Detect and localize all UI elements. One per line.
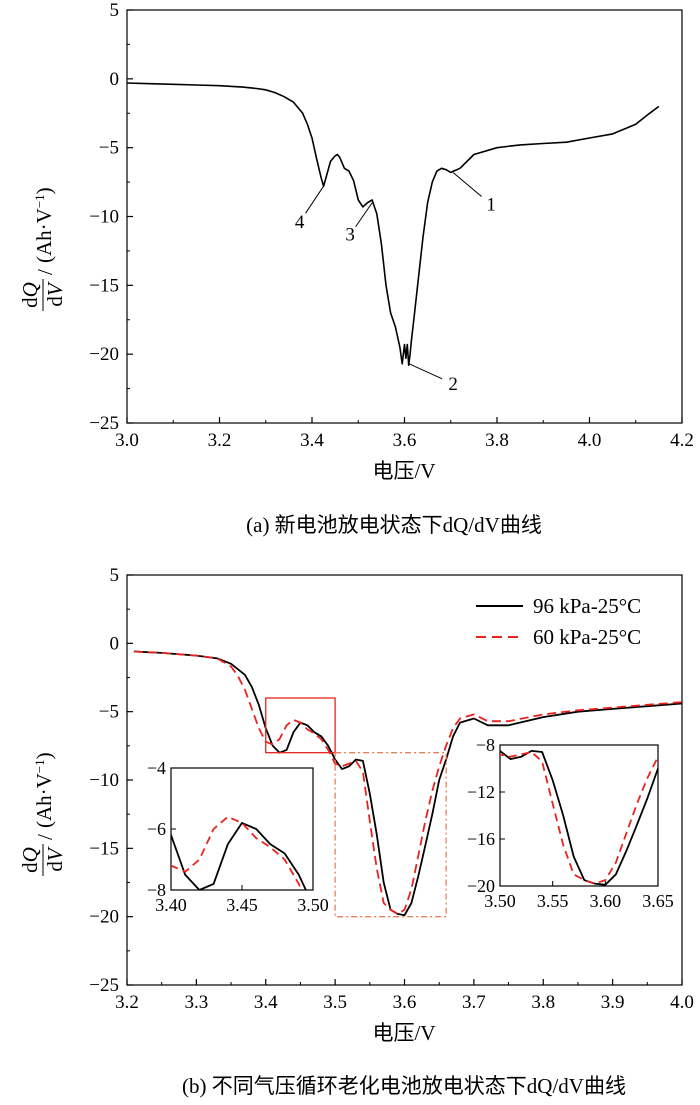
inset-right-lines xyxy=(500,749,658,886)
annotation-label-2: 2 xyxy=(448,374,458,395)
inset-right-frame xyxy=(499,744,659,887)
panel-b-xtick-label: 4.0 xyxy=(670,992,694,1013)
inset-left-content: 3.40 3.45 3.50 −4 −6 −8 xyxy=(147,758,329,915)
inset-right-series-line-96kpa xyxy=(500,749,658,886)
inset-right-series-line-60kpa xyxy=(500,751,658,885)
legend-label-96kpa: 96 kPa-25°C xyxy=(533,594,641,618)
panel-b-ytick-label: −25 xyxy=(89,975,119,996)
panel-a-ytick-label: −5 xyxy=(99,138,119,159)
panel-a-annotations: 1 2 3 4 xyxy=(295,172,496,395)
ylabel-dq: dQ xyxy=(18,282,42,308)
inset-left-lines xyxy=(171,815,307,890)
inset-left-series-line-60kpa xyxy=(171,815,303,890)
inset-right-xtick-label: 3.60 xyxy=(590,891,622,911)
annotation-leader-line xyxy=(355,202,373,228)
ylabel-dq: dQ xyxy=(18,847,42,873)
panel-b-xtick-label: 3.8 xyxy=(531,992,555,1013)
panel-a-series-line xyxy=(126,82,660,366)
panel-a-xtick-label: 4.0 xyxy=(578,430,602,451)
panel-a-xtick-label: 3.4 xyxy=(300,430,324,451)
panel-a-ticks xyxy=(126,9,683,424)
panel-a-tick-labels: 3.0 3.2 3.4 3.6 3.8 4.0 4.2 5 0 −5 −10 −15 −20 −25 xyxy=(89,0,694,451)
panel-b-xtick-label: 3.5 xyxy=(323,992,347,1013)
ylabel-dv: dV xyxy=(43,846,67,872)
panel-a-ytick-label: 5 xyxy=(110,0,120,21)
panel-b-ticks xyxy=(126,574,683,986)
inset-right-content: 3.50 3.55 3.60 3.65 −8 −12 −16 −20 xyxy=(467,735,674,911)
inset-left-xtick-label: 3.50 xyxy=(297,895,329,915)
annotation-label-4: 4 xyxy=(295,212,305,233)
panel-a-ylabel: dQ dV / (Ah·V−1) xyxy=(18,187,67,311)
panel-a-xtick-label: 3.6 xyxy=(393,430,417,451)
annotation-label-1: 1 xyxy=(486,194,496,215)
highlight-box-right xyxy=(334,752,447,918)
panel-a-ytick-label: 0 xyxy=(110,69,120,90)
inset-right-ytick-label: −20 xyxy=(467,876,495,896)
panel-b-xtick-label: 3.6 xyxy=(393,992,417,1013)
ylabel-slash: / xyxy=(33,834,57,840)
panel-a-xtick-label: 4.2 xyxy=(670,430,694,451)
panel-a-ytick-label: −25 xyxy=(89,413,119,434)
panel-b-xtick-label: 3.7 xyxy=(462,992,486,1013)
annotation-leader-line xyxy=(305,185,324,214)
ylabel-unit: (Ah·V−1) xyxy=(32,752,57,828)
panel-a-caption: (a) 新电池放电状态下dQ/dV曲线 xyxy=(246,513,542,537)
panel-b-tick-labels: 3.2 3.3 3.4 3.5 3.6 3.7 3.8 3.9 4.0 5 0 −5 −10 −15 −20… xyxy=(89,565,694,1013)
inset-right-xtick-label: 3.55 xyxy=(537,891,569,911)
panel-a-xtick-label: 3.2 xyxy=(208,430,232,451)
inset-left-series-line-96kpa xyxy=(171,822,307,890)
panel-a-xtick-label: 3.8 xyxy=(485,430,509,451)
annotation-label-3: 3 xyxy=(345,225,355,246)
inset-right-xtick-label: 3.65 xyxy=(642,891,674,911)
panel-b-ytick-label: −10 xyxy=(89,770,119,791)
inset-left: 3.40 3.45 3.50 −4 −6 −8 xyxy=(147,758,329,915)
panel-b-xtick-label: 3.9 xyxy=(601,992,625,1013)
panel-b-series xyxy=(133,650,683,917)
panel-a-series xyxy=(126,82,660,366)
inset-right: 3.50 3.55 3.60 3.65 −8 −12 −16 −20 xyxy=(467,735,674,911)
inset-left-frame xyxy=(170,767,314,891)
inset-left-ytick-label: −6 xyxy=(147,819,166,839)
panel-b-ytick-label: 0 xyxy=(110,633,120,654)
annotation-leader-line xyxy=(452,172,482,197)
panel-b-highlight-boxes xyxy=(265,697,447,918)
inset-left-ytick-label: −8 xyxy=(147,880,166,900)
panel-a-frame xyxy=(126,9,683,424)
highlight-box-left xyxy=(265,697,336,754)
panel-b-xtick-label: 3.4 xyxy=(254,992,278,1013)
panel-a-ytick-label: −20 xyxy=(89,344,119,365)
panel-a-ytick-label: −15 xyxy=(89,275,119,296)
inset-left-ytick-label: −4 xyxy=(147,758,166,778)
panel-a-ytick-label: −10 xyxy=(89,207,119,228)
panel-b-xtick-label: 3.2 xyxy=(115,992,139,1013)
panel-b-ytick-label: −5 xyxy=(99,702,119,723)
panel-b-ytick-label: 5 xyxy=(110,565,120,586)
panel-b-series-line-60kpa xyxy=(133,650,683,915)
panel-b-xtick-label: 3.3 xyxy=(185,992,209,1013)
ylabel-slash: / xyxy=(33,269,57,275)
panel-b-series-line-96kpa xyxy=(133,650,683,917)
inset-left-xtick-label: 3.40 xyxy=(155,895,187,915)
ylabel-unit: (Ah·V−1) xyxy=(32,187,57,263)
inset-right-xtick-label: 3.50 xyxy=(484,891,516,911)
inset-right-ytick-label: −16 xyxy=(467,829,495,849)
legend: 96 kPa-25°C 60 kPa-25°C xyxy=(476,594,641,649)
panel-b-caption: (b) 不同气压循环老化电池放电状态下dQ/dV曲线 xyxy=(182,1074,626,1098)
ylabel-dv: dV xyxy=(43,281,67,307)
panel-b-ytick-label: −20 xyxy=(89,907,119,928)
panel-a-xtick-label: 3.0 xyxy=(115,430,139,451)
inset-right-ytick-label: −8 xyxy=(476,735,495,755)
panel-b-ylabel: dQ dV / (Ah·V−1) xyxy=(18,752,67,876)
panel-a-xlabel: 电压/V xyxy=(373,459,436,483)
inset-left-xtick-label: 3.45 xyxy=(226,895,258,915)
panel-b-ytick-label: −15 xyxy=(89,838,119,859)
legend-label-60kpa: 60 kPa-25°C xyxy=(533,625,641,649)
panel-b: 3.2 3.3 3.4 3.5 3.6 3.7 3.8 3.9 4.0 5 0 −5 −10 −15 −20… xyxy=(18,565,694,1098)
annotation-leader-line xyxy=(408,363,443,380)
panel-b-xlabel: 电压/V xyxy=(373,1021,436,1045)
panel-a: 3.0 3.2 3.4 3.6 3.8 4.0 4.2 5 0 −5 −10 −15 −20 −25 1 2… xyxy=(18,0,694,537)
inset-right-ytick-label: −12 xyxy=(467,782,495,802)
